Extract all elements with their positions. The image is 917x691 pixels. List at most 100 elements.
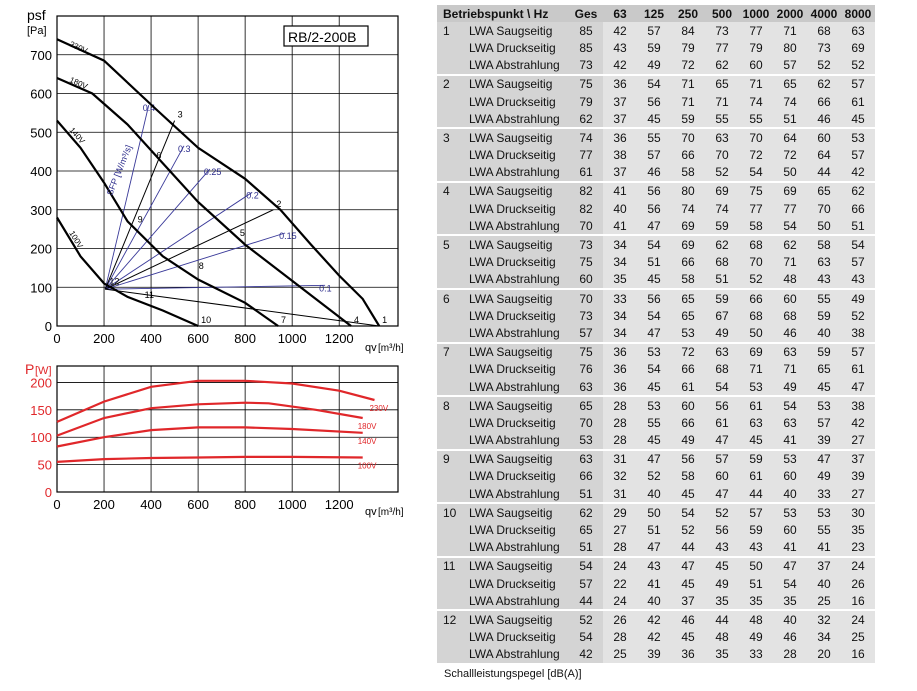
- band-value-cell: 62: [705, 56, 739, 75]
- plot-frame: [56, 15, 399, 327]
- band-value-cell: 72: [671, 341, 705, 361]
- band-value-cell: 73: [705, 22, 739, 40]
- operating-point-label: 2: [276, 199, 281, 209]
- x-tick-label: 400: [140, 331, 162, 346]
- power-curve-label: 100V: [358, 461, 377, 470]
- table-row: LWA Abstrahlung 61 37 46 58 52 54 50 44 42: [437, 163, 875, 182]
- total-cell: 54: [569, 555, 603, 575]
- table-header-band: 1000: [739, 5, 773, 23]
- operating-point-label: 6: [156, 150, 161, 160]
- band-value-cell: 43: [603, 39, 637, 57]
- row-label-cell: LWA Druckseitig: [465, 39, 569, 57]
- x-tick-label: 400: [140, 497, 162, 512]
- table-row: LWA Abstrahlung 53 28 45 49 47 45 41 39 27: [437, 431, 875, 450]
- operating-point-cell: 2: [437, 73, 465, 93]
- table-header-band: Ges: [569, 5, 603, 23]
- band-value-cell: 52: [705, 502, 739, 522]
- band-value-cell: 60: [671, 395, 705, 415]
- band-value-cell: 68: [739, 307, 773, 325]
- total-cell: 53: [569, 431, 603, 450]
- band-value-cell: 50: [807, 217, 841, 236]
- band-value-cell: 57: [841, 341, 875, 361]
- band-value-cell: 56: [671, 448, 705, 468]
- sfp-line-label: 0.15: [279, 231, 297, 241]
- band-value-cell: 44: [807, 163, 841, 182]
- band-value-cell: 25: [841, 628, 875, 646]
- band-value-cell: 49: [841, 287, 875, 308]
- band-value-cell: 62: [705, 234, 739, 254]
- sfp-line: [104, 105, 150, 290]
- total-cell: 85: [569, 22, 603, 40]
- band-value-cell: 55: [705, 110, 739, 129]
- band-value-cell: 45: [637, 431, 671, 450]
- band-value-cell: 79: [671, 39, 705, 57]
- band-value-cell: 47: [705, 431, 739, 450]
- band-value-cell: 58: [671, 270, 705, 289]
- power-grid: [56, 365, 399, 493]
- band-value-cell: 26: [603, 609, 637, 629]
- table-row: LWA Abstrahlung 44 24 40 37 35 35 35 25 16: [437, 592, 875, 611]
- band-value-cell: 54: [773, 575, 807, 593]
- sfp-line-label: 0.1: [319, 283, 332, 293]
- row-label-cell: LWA Abstrahlung: [465, 485, 569, 504]
- table-header-band: 63: [603, 5, 637, 23]
- total-cell: 76: [569, 360, 603, 378]
- total-cell: 70: [569, 414, 603, 432]
- band-value-cell: 28: [603, 414, 637, 432]
- total-cell: 75: [569, 73, 603, 93]
- band-value-cell: 37: [807, 555, 841, 575]
- y-tick-label: 400: [30, 164, 52, 179]
- band-value-cell: 74: [773, 92, 807, 111]
- row-label-cell: LWA Abstrahlung: [465, 645, 569, 663]
- y-tick-label: 100: [30, 430, 52, 445]
- table-header-row: Betriebspunkt \ Hz Ges 63 125 250 500 1000 2000…: [437, 5, 875, 23]
- band-value-cell: 46: [637, 163, 671, 182]
- band-value-cell: 39: [807, 431, 841, 450]
- band-value-cell: 48: [773, 270, 807, 289]
- power-curves: 230V 180V 140V 100V: [56, 379, 389, 470]
- band-value-cell: 45: [637, 270, 671, 289]
- power-curve: [56, 401, 363, 437]
- band-value-cell: 52: [739, 270, 773, 289]
- band-value-cell: 59: [807, 307, 841, 325]
- band-value-cell: 47: [637, 217, 671, 236]
- sound-power-table: Betriebspunkt \ Hz Ges 63 125 250 500 1000 2000…: [437, 5, 875, 663]
- band-value-cell: 62: [841, 180, 875, 201]
- band-value-cell: 25: [807, 592, 841, 611]
- band-value-cell: 77: [739, 22, 773, 40]
- total-cell: 82: [569, 180, 603, 201]
- band-value-cell: 32: [807, 609, 841, 629]
- x-tick-label: 200: [93, 497, 115, 512]
- band-value-cell: 68: [807, 22, 841, 40]
- band-value-cell: 62: [807, 73, 841, 93]
- band-value-cell: 61: [705, 414, 739, 432]
- row-label-cell: LWA Saugseitig: [465, 395, 569, 415]
- band-value-cell: 70: [807, 200, 841, 218]
- y-tick-label: 0: [45, 485, 52, 500]
- operating-point-label: 9: [138, 214, 143, 224]
- operating-point-cell: 10: [437, 502, 465, 522]
- operating-point-label: 12: [109, 276, 119, 286]
- band-value-cell: 47: [705, 485, 739, 504]
- power-x-axis-symbol: qv: [365, 506, 377, 518]
- band-value-cell: 45: [671, 575, 705, 593]
- total-cell: 66: [569, 467, 603, 486]
- sfp-line-label: 0.25: [204, 167, 222, 177]
- band-value-cell: 33: [807, 485, 841, 504]
- band-value-cell: 73: [807, 39, 841, 57]
- band-value-cell: 35: [705, 592, 739, 611]
- pressure-curve: [56, 119, 279, 327]
- band-value-cell: 50: [739, 324, 773, 343]
- pressure-axis-ticks: 0 200 400 600 800 1000 1200 0 100 200 300 400 500 600…: [30, 48, 353, 346]
- band-value-cell: 47: [841, 377, 875, 397]
- band-value-cell: 36: [603, 341, 637, 361]
- band-value-cell: 54: [739, 163, 773, 182]
- band-value-cell: 55: [739, 110, 773, 129]
- row-label-cell: LWA Saugseitig: [465, 609, 569, 629]
- band-value-cell: 60: [705, 467, 739, 486]
- table-row: LWA Druckseitig 70 28 55 66 61 63 63 57 42: [437, 414, 875, 432]
- band-value-cell: 28: [603, 538, 637, 557]
- band-value-cell: 37: [603, 163, 637, 182]
- band-value-cell: 27: [841, 485, 875, 504]
